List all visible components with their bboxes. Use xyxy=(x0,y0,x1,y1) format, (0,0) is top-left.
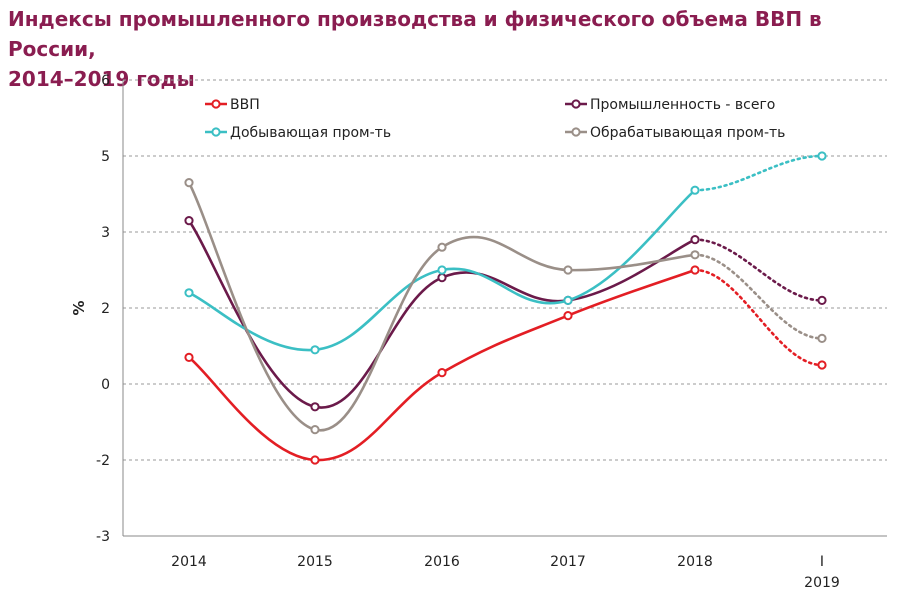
data-point xyxy=(184,178,194,188)
y-tick-label: 3 xyxy=(101,225,110,241)
legend-label-4: Обрабатывающая пром-ть xyxy=(590,125,785,141)
x-tick-label: 2019 xyxy=(804,575,840,591)
data-point xyxy=(690,250,700,260)
y-tick-label: 0 xyxy=(101,377,110,393)
data-point xyxy=(817,360,827,370)
x-tick-label: 2014 xyxy=(171,554,207,570)
data-point xyxy=(563,265,573,275)
data-point xyxy=(690,265,700,275)
data-point xyxy=(690,185,700,195)
y-tick-label: 6 xyxy=(101,73,110,89)
series-forecast-3 xyxy=(693,154,824,192)
data-point xyxy=(563,311,573,321)
data-point xyxy=(310,402,320,412)
series-forecast-2 xyxy=(693,238,824,302)
series-line-2 xyxy=(187,219,697,409)
legend-swatch-marker xyxy=(571,99,581,109)
data-point xyxy=(690,235,700,245)
data-point xyxy=(184,288,194,298)
legend-label-3: Добывающая пром-ть xyxy=(230,125,391,141)
series-line-4 xyxy=(187,181,697,432)
y-axis-label: % xyxy=(70,300,88,315)
data-point xyxy=(437,273,447,283)
legend-swatch-marker xyxy=(211,99,221,109)
legend-label-1: ВВП xyxy=(230,97,260,113)
data-point xyxy=(817,151,827,161)
y-tick-label: -3 xyxy=(96,529,110,545)
x-tick-label: 2017 xyxy=(550,554,586,570)
chart-title: Индексы промышленного производства и физ… xyxy=(8,4,893,94)
data-point xyxy=(437,242,447,252)
x-tick-label: 2016 xyxy=(424,554,460,570)
x-tick-label: 2018 xyxy=(677,554,713,570)
legend-swatch-marker xyxy=(211,127,221,137)
data-point xyxy=(310,455,320,465)
x-tick-label: 2015 xyxy=(297,554,333,570)
series-line-1 xyxy=(187,268,697,462)
data-point xyxy=(437,265,447,275)
legend-label-2: Промышленность - всего xyxy=(590,97,775,113)
data-point xyxy=(184,352,194,362)
data-point xyxy=(563,295,573,305)
data-point xyxy=(817,333,827,343)
data-point xyxy=(437,368,447,378)
chart-title-line-1: Индексы промышленного производства и физ… xyxy=(8,7,822,61)
data-point xyxy=(184,216,194,226)
data-point xyxy=(310,345,320,355)
data-point xyxy=(817,295,827,305)
x-tick-label: I xyxy=(820,554,824,570)
data-point xyxy=(310,425,320,435)
y-tick-label: -2 xyxy=(96,453,110,469)
series-forecast-1 xyxy=(693,268,824,367)
y-tick-label: 2 xyxy=(101,301,110,317)
y-tick-label: 5 xyxy=(101,149,110,165)
series-forecast-4 xyxy=(693,253,824,340)
chart-title-line-2: 2014–2019 годы xyxy=(8,67,195,91)
legend-swatch-marker xyxy=(571,127,581,137)
